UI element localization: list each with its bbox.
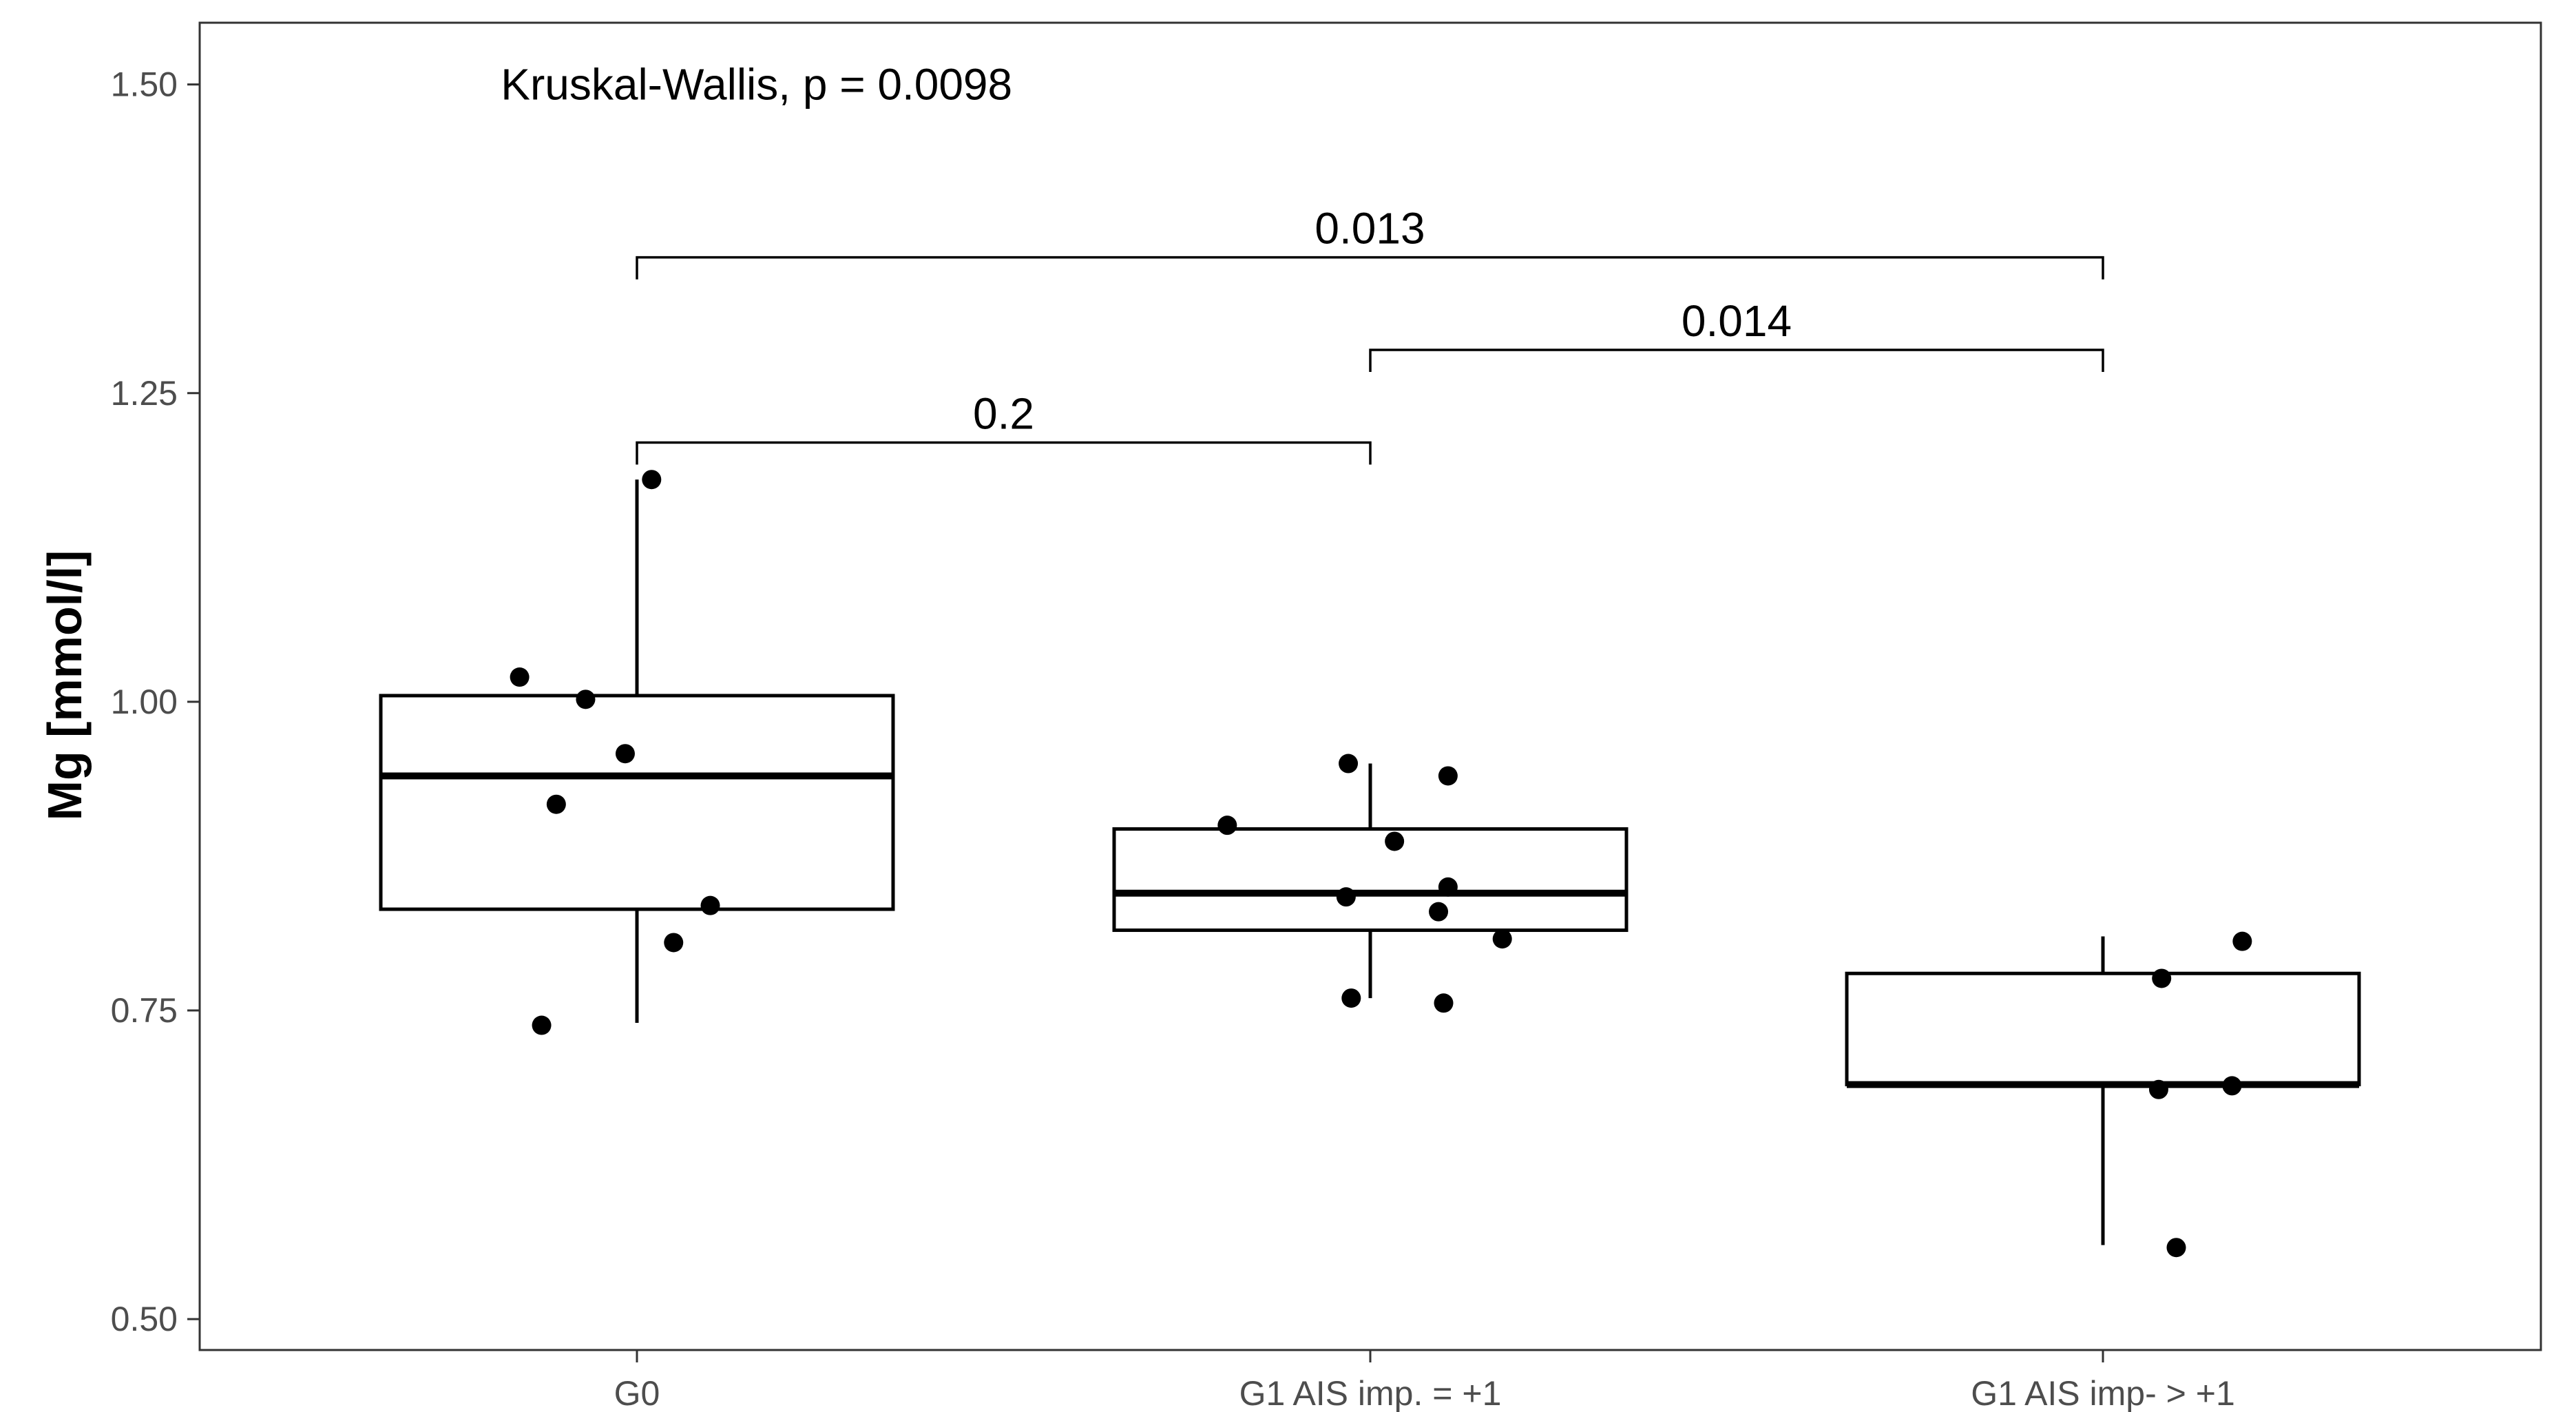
data-point	[664, 933, 684, 953]
y-tick-label: 1.00	[111, 683, 178, 721]
y-tick-label: 0.75	[111, 991, 178, 1030]
bracket-p-value: 0.2	[973, 388, 1034, 438]
box-2	[1845, 936, 2361, 1245]
data-point	[700, 895, 720, 915]
data-point	[546, 794, 566, 814]
y-tick-label: 0.50	[111, 1300, 178, 1338]
axes: 0.50 0.75 1.00 1.25 1.50 G0 G1 AIS imp. = +1 G1…	[111, 65, 2235, 1412]
bracket-line	[1369, 349, 2104, 373]
comparison-brackets: 0.2 0.014 0.013	[636, 204, 2104, 465]
y-axis-title: Mg [mmol/l]	[38, 550, 92, 821]
data-point	[2148, 1079, 2168, 1099]
x-tick-label: G1 AIS imp. = +1	[1239, 1374, 1502, 1412]
boxes	[379, 479, 2361, 1245]
kruskal-wallis-annotation: Kruskal-Wallis, p = 0.0098	[501, 60, 1012, 110]
data-point	[1492, 929, 1512, 949]
bracket-p-value: 0.013	[1315, 204, 1425, 253]
x-tick-label: G0	[614, 1374, 660, 1412]
data-point	[2232, 931, 2252, 951]
plot-panel	[198, 21, 2542, 1351]
data-point	[642, 470, 662, 490]
data-point	[1336, 887, 1356, 907]
data-point	[1385, 831, 1405, 851]
data-points	[510, 470, 2252, 1258]
data-point	[1438, 766, 1458, 786]
box-iqr	[1112, 827, 1629, 933]
box-iqr	[379, 694, 895, 911]
data-point	[2222, 1076, 2242, 1096]
bracket-line	[636, 441, 1372, 465]
data-point	[1341, 988, 1361, 1008]
box-iqr	[1845, 971, 2361, 1087]
box-1	[1112, 763, 1629, 999]
bracket-line	[636, 256, 2104, 280]
data-point	[615, 744, 635, 764]
data-point	[1217, 816, 1237, 835]
comparison-bracket: 0.014	[1369, 296, 2104, 373]
bracket-p-value: 0.014	[1682, 296, 1792, 346]
data-point	[1434, 993, 1454, 1013]
x-tick-label: G1 AIS imp- > +1	[1971, 1374, 2235, 1412]
data-point	[2152, 968, 2172, 988]
data-point	[1339, 754, 1359, 774]
y-tick-label: 1.25	[111, 374, 178, 413]
y-tick-label: 1.50	[111, 65, 178, 104]
data-point	[1429, 902, 1449, 922]
comparison-bracket: 0.2	[636, 388, 1372, 465]
panel-border	[198, 21, 2542, 1351]
data-point	[576, 689, 596, 709]
comparison-bracket: 0.013	[636, 204, 2104, 280]
data-point	[510, 667, 530, 687]
data-point	[1438, 877, 1458, 897]
data-point	[2166, 1238, 2186, 1258]
data-point	[532, 1015, 552, 1035]
box-0	[379, 479, 895, 1023]
